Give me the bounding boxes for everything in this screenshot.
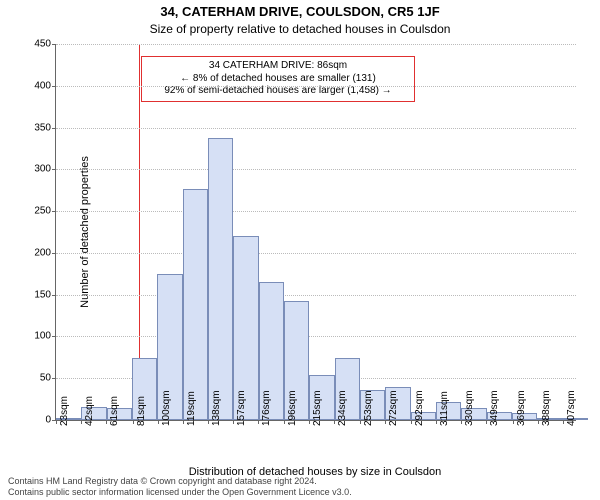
xtick-mark bbox=[208, 420, 209, 424]
xtick-label: 292sqm bbox=[414, 390, 425, 426]
histogram-bar bbox=[183, 189, 208, 420]
gridline-h bbox=[56, 169, 576, 170]
ytick-label: 300 bbox=[34, 164, 56, 175]
xtick-label: 100sqm bbox=[161, 390, 172, 426]
ytick-label: 400 bbox=[34, 80, 56, 91]
footer-attribution: Contains HM Land Registry data © Crown c… bbox=[8, 476, 352, 498]
xtick-label: 81sqm bbox=[136, 396, 147, 426]
xtick-label: 157sqm bbox=[236, 390, 247, 426]
xtick-mark bbox=[334, 420, 335, 424]
gridline-h bbox=[56, 336, 576, 337]
xtick-label: 42sqm bbox=[84, 396, 95, 426]
gridline-h bbox=[56, 211, 576, 212]
callout-line-2: ← 8% of detached houses are smaller (131… bbox=[148, 73, 408, 86]
xtick-label: 138sqm bbox=[211, 390, 222, 426]
gridline-h bbox=[56, 44, 576, 45]
title-line-1: 34, CATERHAM DRIVE, COULSDON, CR5 1JF bbox=[0, 4, 600, 19]
ytick-label: 150 bbox=[34, 289, 56, 300]
xtick-label: 349sqm bbox=[489, 390, 500, 426]
xtick-mark bbox=[385, 420, 386, 424]
xtick-mark bbox=[360, 420, 361, 424]
xtick-label: 61sqm bbox=[109, 396, 120, 426]
xtick-mark bbox=[436, 420, 437, 424]
xtick-mark bbox=[56, 420, 57, 424]
callout-line-1: 34 CATERHAM DRIVE: 86sqm bbox=[148, 60, 408, 73]
xtick-mark bbox=[258, 420, 259, 424]
xtick-mark bbox=[284, 420, 285, 424]
ytick-label: 200 bbox=[34, 247, 56, 258]
y-axis-label: Number of detached properties bbox=[79, 156, 91, 308]
xtick-mark bbox=[183, 420, 184, 424]
xtick-label: 23sqm bbox=[59, 396, 70, 426]
xtick-mark bbox=[233, 420, 234, 424]
ytick-label: 0 bbox=[45, 415, 56, 426]
xtick-mark bbox=[486, 420, 487, 424]
xtick-label: 369sqm bbox=[516, 390, 527, 426]
ytick-label: 50 bbox=[40, 373, 56, 384]
ytick-label: 250 bbox=[34, 206, 56, 217]
ytick-label: 100 bbox=[34, 331, 56, 342]
xtick-mark bbox=[538, 420, 539, 424]
xtick-label: 272sqm bbox=[388, 390, 399, 426]
callout-box: 34 CATERHAM DRIVE: 86sqm ← 8% of detache… bbox=[141, 56, 415, 102]
xtick-label: 407sqm bbox=[566, 390, 577, 426]
footer-line-1: Contains HM Land Registry data © Crown c… bbox=[8, 476, 352, 487]
gridline-h bbox=[56, 128, 576, 129]
xtick-mark bbox=[461, 420, 462, 424]
footer-line-2: Contains public sector information licen… bbox=[8, 487, 352, 498]
xtick-label: 234sqm bbox=[337, 390, 348, 426]
xtick-label: 253sqm bbox=[363, 390, 374, 426]
ytick-label: 350 bbox=[34, 122, 56, 133]
chart-plot-area: Number of detached properties 34 CATERHA… bbox=[55, 44, 576, 421]
xtick-label: 196sqm bbox=[287, 390, 298, 426]
xtick-label: 119sqm bbox=[186, 391, 197, 426]
gridline-h bbox=[56, 253, 576, 254]
ytick-label: 450 bbox=[34, 39, 56, 50]
xtick-mark bbox=[309, 420, 310, 424]
gridline-h bbox=[56, 295, 576, 296]
title-line-2: Size of property relative to detached ho… bbox=[0, 22, 600, 36]
xtick-label: 215sqm bbox=[312, 390, 323, 426]
xtick-mark bbox=[133, 420, 134, 424]
xtick-label: 388sqm bbox=[541, 390, 552, 426]
xtick-mark bbox=[81, 420, 82, 424]
callout-line-3: 92% of semi-detached houses are larger (… bbox=[148, 85, 408, 98]
xtick-mark bbox=[563, 420, 564, 424]
xtick-mark bbox=[106, 420, 107, 424]
xtick-mark bbox=[513, 420, 514, 424]
xtick-label: 176sqm bbox=[261, 390, 272, 426]
xtick-label: 330sqm bbox=[464, 390, 475, 426]
gridline-h bbox=[56, 86, 576, 87]
xtick-mark bbox=[158, 420, 159, 424]
xtick-label: 311sqm bbox=[439, 391, 450, 426]
xtick-mark bbox=[411, 420, 412, 424]
histogram-bar bbox=[208, 138, 233, 420]
